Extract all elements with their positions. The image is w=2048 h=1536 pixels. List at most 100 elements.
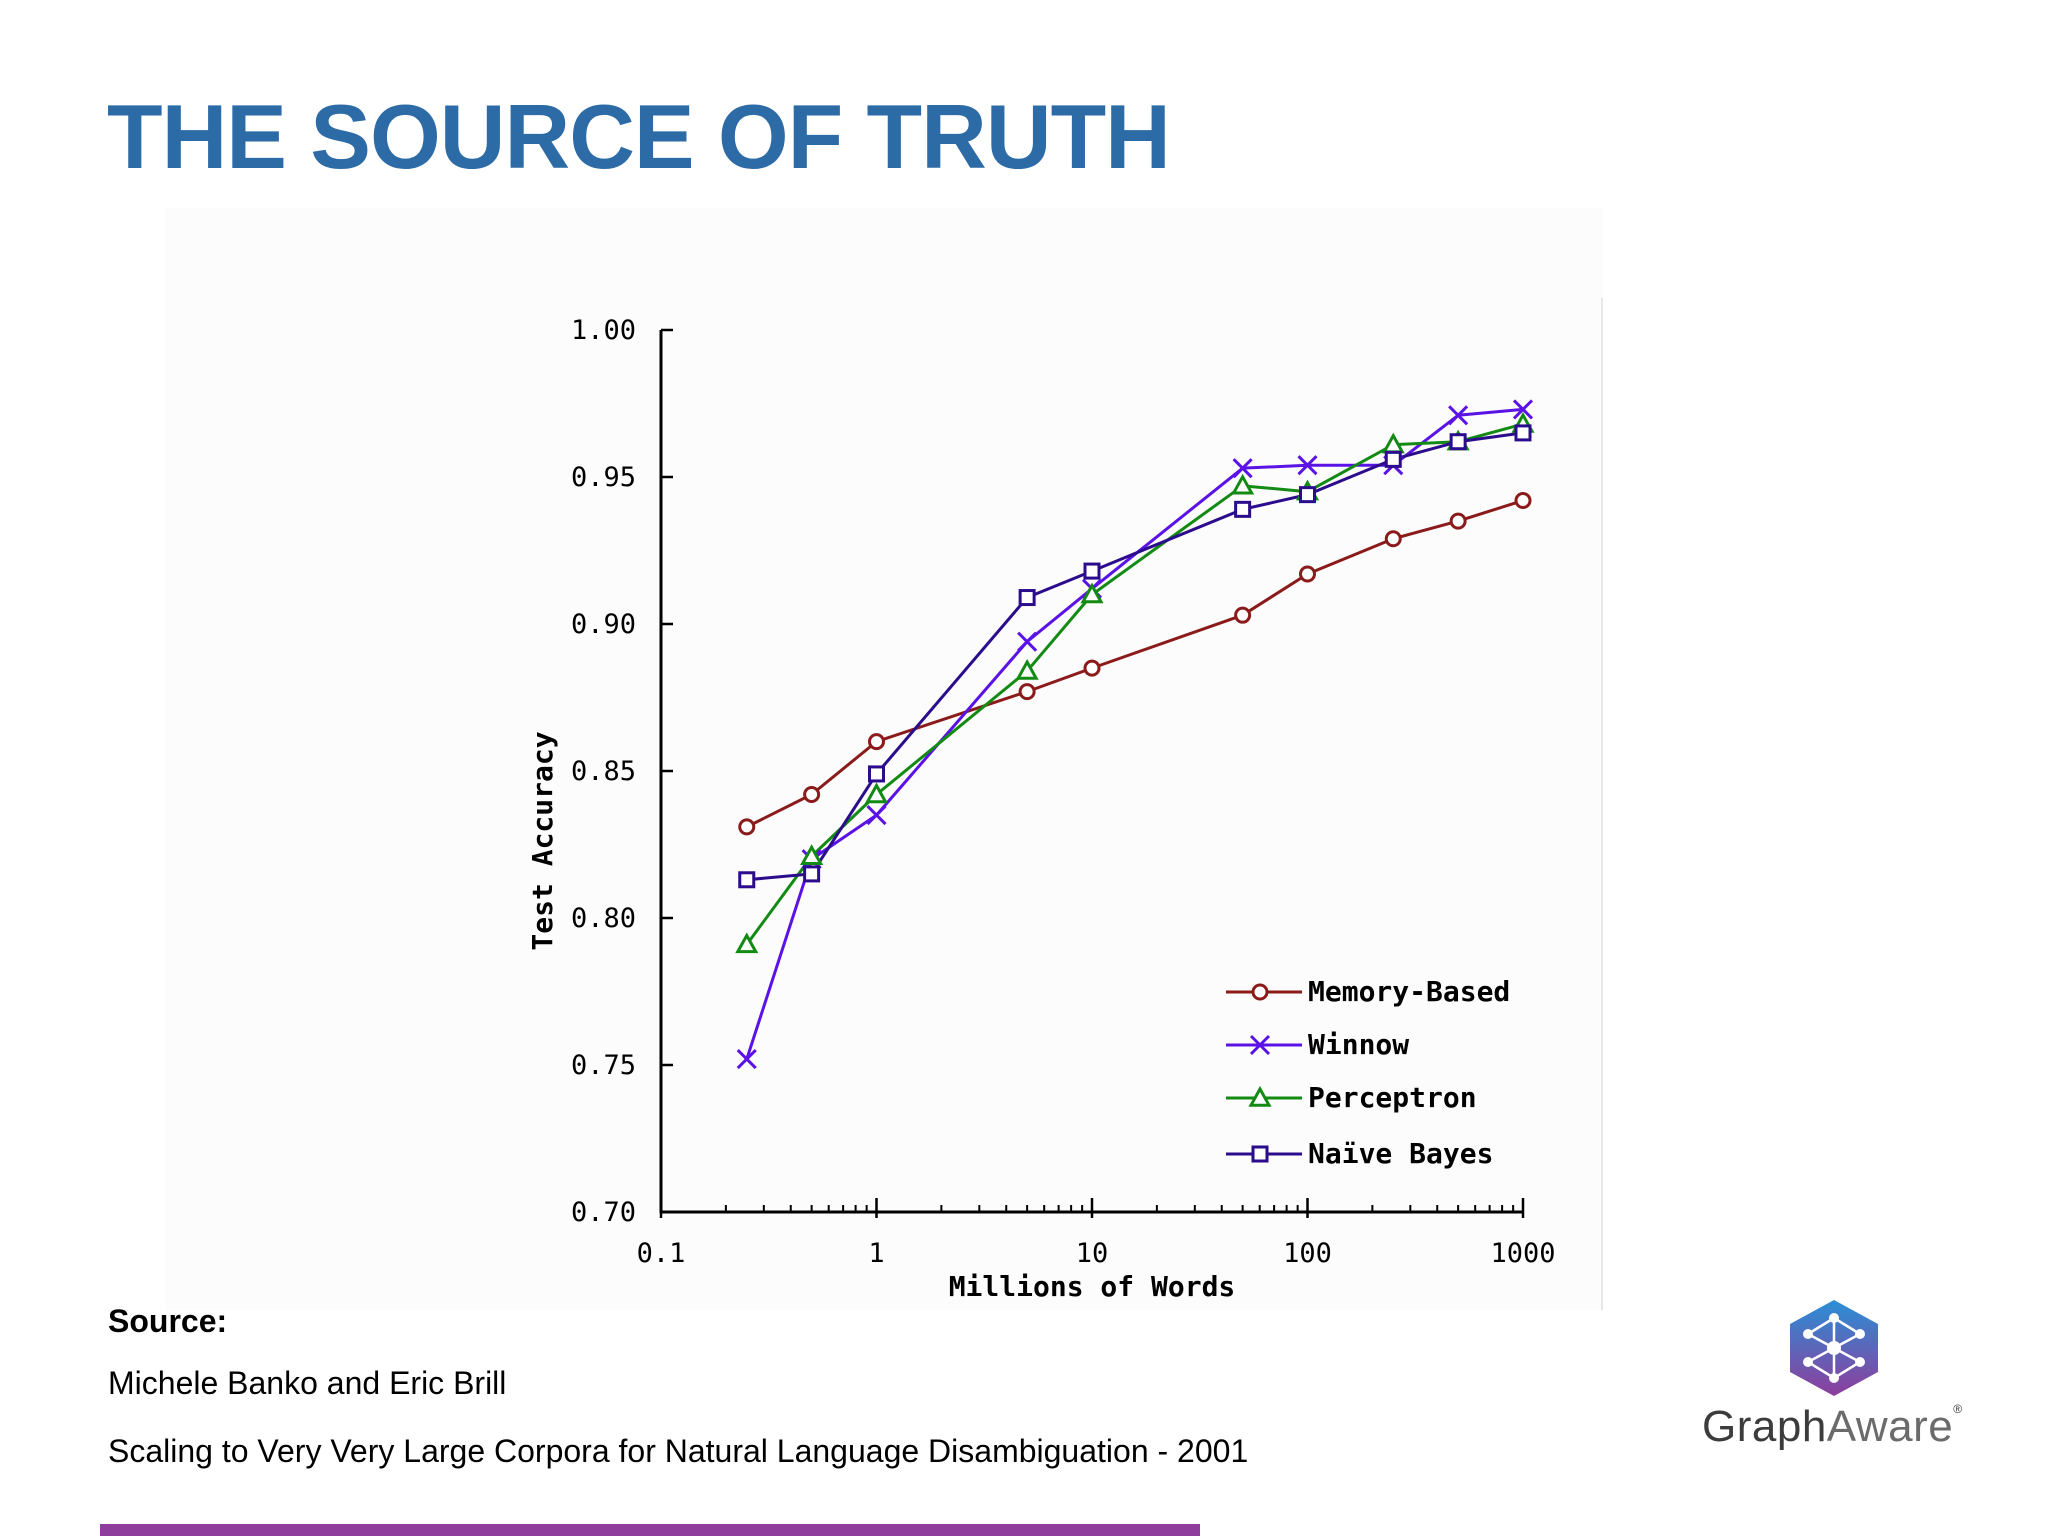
marker-shape (1384, 450, 1402, 468)
y-tick-label: 0.90 (571, 609, 636, 640)
data-point-memory-based (1018, 683, 1036, 701)
legend-label: Winnow (1308, 1028, 1409, 1061)
network-hexagon-icon (1790, 1300, 1878, 1396)
footer-accent-bar (100, 1524, 1200, 1536)
data-point-winnow (1448, 405, 1469, 426)
series-line-memory-based (746, 499, 1524, 829)
legend-item-na-ve-bayes: Naïve Bayes (1226, 1137, 1493, 1170)
marker-shape (1384, 530, 1402, 548)
legend-marker (1251, 1145, 1269, 1163)
legend-item-winnow: Winnow (1226, 1028, 1409, 1061)
marker-shape (736, 1049, 757, 1070)
source-citation: Source: Michele Banko and Eric Brill Sca… (108, 1305, 1248, 1498)
y-tick-label: 0.80 (571, 903, 636, 934)
y-tick-label: 0.70 (571, 1197, 636, 1228)
source-paper-title: Scaling to Very Very Large Corpora for N… (108, 1432, 1249, 1469)
marker-shape (738, 818, 756, 836)
marker-shape (1017, 631, 1038, 652)
data-point-winnow (1017, 631, 1038, 652)
marker-shape (1251, 1145, 1269, 1163)
marker-shape (738, 871, 756, 889)
data-point-winnow (736, 1049, 757, 1070)
brand-wordmark: GraphAware® (1702, 1402, 2002, 1452)
marker-shape (1083, 659, 1101, 677)
marker-shape (1514, 492, 1532, 510)
data-point-perceptron (735, 932, 759, 954)
y-tick-label: 1.00 (571, 315, 636, 346)
data-point-na-ve-bayes (803, 865, 821, 883)
marker-shape (1299, 486, 1316, 504)
data-point-perceptron (864, 782, 889, 804)
data-point-winnow (1297, 455, 1318, 476)
marker-shape (803, 786, 821, 804)
data-point-na-ve-bayes (1083, 562, 1101, 580)
y-tick-label: 0.85 (571, 756, 636, 787)
y-tick-label: 0.95 (571, 462, 636, 493)
data-point-winnow (1232, 458, 1253, 479)
source-heading: Source: (108, 1303, 228, 1339)
marker-shape (1512, 399, 1534, 420)
series-line-na-ve-bayes (746, 431, 1524, 882)
marker-shape (1449, 512, 1467, 530)
figure-divider (1601, 298, 1603, 1310)
data-point-winnow (866, 805, 887, 826)
marker-shape (1018, 683, 1036, 701)
marker-shape (1248, 1085, 1272, 1107)
marker-shape (735, 932, 759, 954)
marker-shape (1083, 562, 1101, 580)
brand-name-graph: Graph (1702, 1402, 1827, 1451)
x-axis-label: Millions of Words (949, 1270, 1236, 1303)
y-tick-label: 0.75 (571, 1050, 636, 1081)
data-point-memory-based (1234, 606, 1252, 624)
marker-shape (1299, 565, 1316, 583)
data-point-na-ve-bayes (1234, 500, 1252, 518)
marker-shape (1234, 606, 1252, 624)
legend-marker (1248, 1085, 1272, 1107)
marker-shape (864, 782, 889, 804)
series-line-perceptron (745, 422, 1524, 946)
legend-label: Perceptron (1308, 1081, 1477, 1114)
marker-shape (1297, 455, 1318, 476)
legend-label: Naïve Bayes (1308, 1137, 1493, 1170)
data-point-memory-based (803, 786, 821, 804)
legend-item-memory-based: Memory-Based (1226, 975, 1510, 1008)
marker-shape (1514, 424, 1532, 442)
legend-marker (1251, 983, 1269, 1001)
data-point-memory-based (1384, 530, 1402, 548)
data-point-memory-based (1449, 512, 1467, 530)
legend-item-perceptron: Perceptron (1226, 1081, 1477, 1114)
series-line-winnow (745, 407, 1524, 1060)
chart-legend: Memory-Based Winnow Perceptron Naïve Bayes (1226, 975, 1510, 1170)
data-point-memory-based (868, 733, 885, 751)
marker-shape (868, 765, 885, 783)
data-point-na-ve-bayes (738, 871, 756, 889)
data-point-na-ve-bayes (1449, 433, 1467, 451)
marker-shape (1018, 589, 1036, 607)
data-point-perceptron (800, 844, 824, 865)
marker-shape (866, 805, 887, 826)
marker-shape (803, 865, 821, 883)
x-tick-label: 10 (1076, 1238, 1109, 1269)
x-tick-label: 1 (868, 1238, 884, 1269)
data-point-na-ve-bayes (1514, 424, 1532, 442)
data-point-memory-based (1083, 659, 1101, 677)
marker-shape (1449, 433, 1467, 451)
marker-shape (1249, 1034, 1271, 1056)
x-tick-label: 100 (1283, 1238, 1332, 1269)
marker-shape (1232, 458, 1253, 479)
marker-shape (1231, 473, 1255, 495)
brand-name-aware: Aware (1826, 1402, 1954, 1451)
x-tick-label: 0.1 (637, 1238, 686, 1269)
x-tick-label: 1000 (1490, 1238, 1555, 1269)
registered-mark: ® (1953, 1402, 1963, 1416)
data-point-memory-based (1299, 565, 1316, 583)
data-point-na-ve-bayes (868, 765, 885, 783)
slide-title: THE SOURCE OF TRUTH (107, 87, 1171, 188)
marker-shape (1251, 983, 1269, 1001)
marker-shape (1015, 658, 1039, 680)
y-axis-label: Test Accuracy (526, 731, 559, 950)
graphaware-logo: GraphAware® (1702, 1290, 2002, 1460)
data-point-na-ve-bayes (1384, 450, 1402, 468)
data-point-perceptron (1015, 658, 1039, 680)
marker-shape (868, 733, 885, 751)
